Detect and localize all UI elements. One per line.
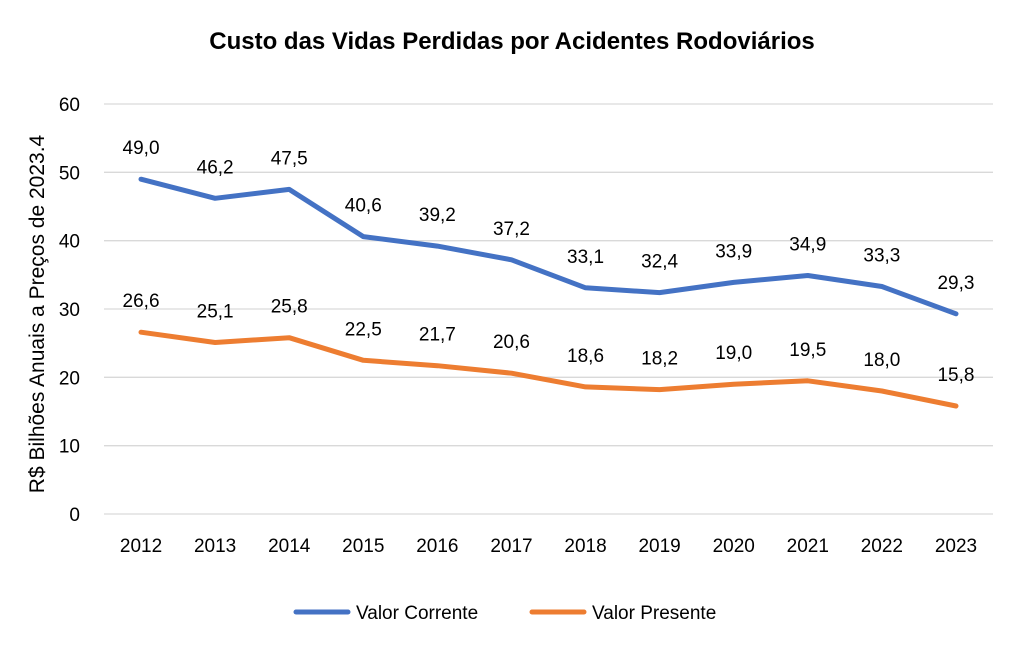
data-label: 47,5	[271, 148, 308, 169]
data-label: 40,6	[345, 196, 382, 217]
y-tick-label: 20	[59, 368, 80, 389]
data-label: 33,1	[567, 247, 604, 268]
x-axis-ticks: 2012 2013 2014 2015 2016 2017 2018 2019 2020 2021…	[120, 536, 977, 557]
grid-lines	[104, 103, 993, 515]
data-label: 49,0	[123, 138, 160, 159]
y-tick-label: 10	[59, 437, 80, 458]
legend-label: Valor Corrente	[356, 603, 478, 624]
data-label: 25,8	[271, 297, 308, 318]
data-label: 46,2	[197, 157, 234, 178]
x-tick-label: 2020	[713, 536, 755, 557]
y-axis-label: R$ Bilhões Anuais a Preços de 2023.4	[26, 134, 49, 493]
x-tick-label: 2021	[787, 536, 829, 557]
y-tick-label: 0	[69, 505, 80, 526]
y-tick-label: 60	[59, 95, 80, 116]
data-label: 18,0	[863, 350, 900, 371]
y-axis-ticks: 0 10 20 30 40 50 60	[59, 95, 80, 526]
x-tick-label: 2018	[564, 536, 606, 557]
data-label: 20,6	[493, 332, 530, 353]
data-label: 26,6	[123, 291, 160, 312]
data-label: 18,2	[641, 349, 678, 370]
data-label: 37,2	[493, 219, 530, 240]
series-line-valor-presente	[138, 329, 959, 409]
data-label: 33,3	[863, 245, 900, 266]
x-tick-label: 2013	[194, 536, 236, 557]
data-label: 33,9	[715, 241, 752, 262]
x-tick-label: 2022	[861, 536, 903, 557]
x-tick-label: 2016	[416, 536, 458, 557]
data-label: 39,2	[419, 205, 456, 226]
data-label: 25,1	[197, 301, 234, 322]
x-tick-label: 2014	[268, 536, 311, 557]
data-label: 29,3	[937, 273, 974, 294]
data-label: 15,8	[937, 365, 974, 386]
y-tick-label: 40	[59, 232, 80, 253]
legend: Valor Corrente Valor Presente	[293, 603, 716, 624]
y-tick-label: 50	[59, 163, 80, 184]
x-tick-label: 2012	[120, 536, 162, 557]
x-tick-label: 2017	[490, 536, 532, 557]
chart-title: Custo das Vidas Perdidas por Acidentes R…	[209, 28, 815, 55]
x-tick-label: 2019	[638, 536, 680, 557]
data-label: 19,0	[715, 343, 752, 364]
data-label: 22,5	[345, 319, 382, 340]
data-label: 18,6	[567, 346, 604, 367]
data-label: 21,7	[419, 325, 456, 346]
data-labels: 49,0 46,2 47,5 40,6 39,2 37,2 33,1 32,4 33,9 34,9…	[123, 138, 975, 386]
y-tick-label: 30	[59, 300, 80, 321]
series-line-valor-corrente	[138, 176, 959, 317]
data-label: 32,4	[641, 252, 678, 273]
data-label: 19,5	[789, 340, 826, 361]
series-lines	[138, 176, 959, 409]
x-tick-label: 2015	[342, 536, 384, 557]
legend-label: Valor Presente	[592, 603, 716, 624]
x-tick-label: 2023	[935, 536, 977, 557]
data-label: 34,9	[789, 235, 826, 256]
